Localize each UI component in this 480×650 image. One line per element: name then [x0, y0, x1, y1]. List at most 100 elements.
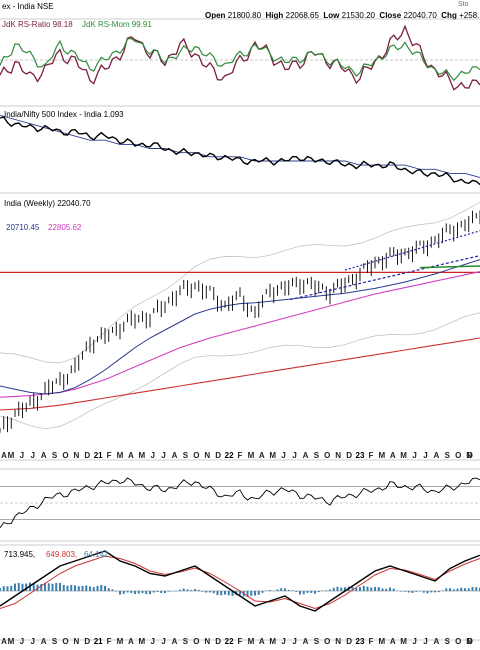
x-tick-label-top: S	[445, 451, 451, 460]
x-tick-label-top: D	[467, 451, 473, 460]
x-tick-label-bottom: O	[193, 637, 199, 646]
x-tick-label-top: M	[400, 451, 407, 460]
x-tick-label-bottom: N	[466, 637, 472, 646]
x-tick-label-bottom: D	[215, 637, 221, 646]
x-tick-label-bottom: S	[314, 637, 320, 646]
x-tick-label-bottom: 23	[356, 637, 365, 646]
macd-line	[0, 550, 480, 612]
x-tick-label-top: N	[335, 451, 341, 460]
x-tick-label-bottom: J	[423, 637, 427, 646]
x-tick-label-bottom: A	[1, 637, 7, 646]
x-tick-label-bottom: J	[151, 637, 155, 646]
x-tick-label-bottom: D	[84, 637, 90, 646]
signal-value: 649.803,	[46, 550, 77, 559]
x-tick-label-top: J	[31, 451, 35, 460]
x-tick-label-top: 22	[225, 451, 234, 460]
x-tick-label-top: M	[8, 451, 15, 460]
x-tick-label-bottom: O	[62, 637, 68, 646]
x-tick-label-bottom: J	[20, 637, 24, 646]
x-tick-label-top: O	[324, 451, 330, 460]
x-tick-label-top: J	[423, 451, 427, 460]
x-tick-label-top: J	[292, 451, 296, 460]
x-axis: AAMMJJJJAASSOONNDD2121FFMMAAMMJJJJAASSOO…	[1, 451, 473, 646]
lower-trendline	[289, 255, 480, 301]
ma-100-value: 22805.62	[48, 223, 82, 232]
x-tick-label-bottom: N	[73, 637, 79, 646]
x-tick-label-top: N	[73, 451, 79, 460]
x-tick-label-top: F	[368, 451, 373, 460]
symbol-title: ex - India NSE	[2, 2, 54, 11]
legends: JdK RS-Ratio 98.18 JdK RS-Mom 99.91 India/…	[2, 20, 152, 559]
x-tick-label-top: A	[41, 451, 47, 460]
x-tick-label-top: A	[172, 451, 178, 460]
chg-value: +258.	[459, 11, 480, 20]
x-tick-label-top: A	[1, 451, 7, 460]
x-tick-label-top: 23	[356, 451, 365, 460]
low-label: Low	[323, 11, 340, 20]
rrg-legend-ratio: JdK RS-Ratio 98.18	[2, 20, 73, 29]
x-tick-label-top: O	[455, 451, 461, 460]
x-tick-label-top: N	[466, 451, 472, 460]
ohlc-readout: Open 21800.80 High 22068.65 Low 21530.20…	[205, 11, 479, 20]
support-line	[419, 265, 480, 269]
upper-trendline	[344, 230, 480, 271]
x-tick-label-top: A	[303, 451, 309, 460]
x-tick-label-bottom: A	[390, 637, 396, 646]
x-tick-label-bottom: M	[8, 637, 15, 646]
rs-ratio-line	[0, 24, 480, 91]
high-label: High	[265, 11, 284, 20]
x-tick-label-top: S	[314, 451, 320, 460]
chg-label: Chg	[441, 11, 457, 20]
histogram-value: 64.142	[84, 550, 109, 559]
x-tick-label-bottom: O	[455, 637, 461, 646]
price-panel	[0, 201, 480, 433]
x-tick-label-bottom: A	[433, 637, 439, 646]
bollinger-upper	[0, 201, 480, 364]
x-tick-label-bottom: M	[269, 637, 276, 646]
x-tick-label-top: J	[20, 451, 24, 460]
x-tick-label-bottom: M	[138, 637, 145, 646]
x-tick-label-top: A	[128, 451, 134, 460]
x-tick-label-top: F	[107, 451, 112, 460]
x-tick-label-top: O	[193, 451, 199, 460]
ma-50-line	[0, 259, 480, 395]
oscillator-panel	[0, 477, 480, 529]
signal-line	[0, 555, 480, 610]
x-tick-label-top: M	[117, 451, 124, 460]
x-tick-label-bottom: N	[335, 637, 341, 646]
x-tick-label-top: J	[412, 451, 416, 460]
x-tick-label-bottom: J	[281, 637, 285, 646]
ma-200-line	[0, 337, 480, 411]
x-tick-label-bottom: J	[292, 637, 296, 646]
x-tick-label-bottom: D	[467, 637, 473, 646]
x-tick-label-bottom: F	[107, 637, 112, 646]
relative-strength-panel	[0, 114, 480, 186]
bollinger-lower	[0, 312, 480, 430]
x-tick-label-bottom: J	[31, 637, 35, 646]
x-tick-label-top: S	[183, 451, 189, 460]
open-value: 21800.80	[227, 11, 262, 20]
macd-panel	[0, 550, 480, 612]
x-tick-label-bottom: A	[172, 637, 178, 646]
symbol-text: ex - India NSE	[2, 2, 54, 11]
x-tick-label-bottom: F	[368, 637, 373, 646]
x-tick-label-top: D	[84, 451, 90, 460]
high-value: 22068.65	[285, 11, 319, 20]
price-legend: India (Weekly) 22040.70	[4, 199, 91, 208]
x-tick-label-top: J	[151, 451, 155, 460]
close-value: 22040.70	[403, 11, 437, 20]
x-tick-label-bottom: A	[128, 637, 134, 646]
x-tick-label-top: N	[204, 451, 210, 460]
x-tick-label-bottom: S	[183, 637, 189, 646]
x-tick-label-bottom: A	[303, 637, 309, 646]
x-tick-label-top: M	[269, 451, 276, 460]
panel-frames	[0, 18, 480, 641]
x-tick-label-bottom: M	[400, 637, 407, 646]
x-tick-label-top: D	[215, 451, 221, 460]
x-tick-label-top: S	[52, 451, 58, 460]
x-tick-label-bottom: 21	[94, 637, 103, 646]
source-text: Sto	[458, 1, 469, 8]
x-tick-label-bottom: D	[346, 637, 352, 646]
x-tick-label-top: J	[161, 451, 165, 460]
rs-mom-line	[0, 37, 480, 82]
